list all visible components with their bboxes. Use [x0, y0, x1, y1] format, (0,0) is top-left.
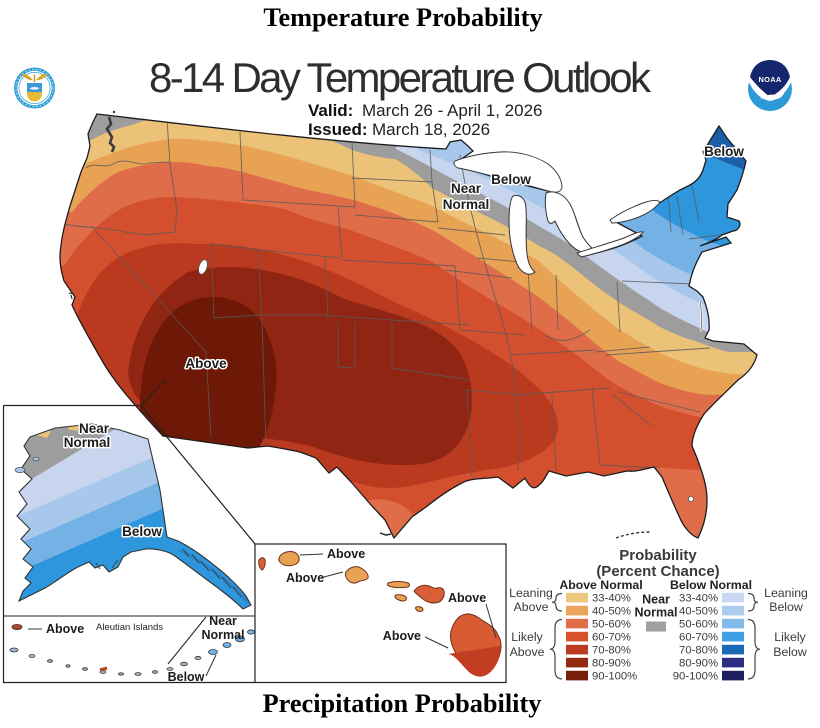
svg-text:Near: Near [209, 614, 237, 628]
svg-text:80-90%: 80-90% [679, 658, 718, 670]
svg-text:70-80%: 70-80% [592, 645, 631, 657]
svg-text:Valid:: Valid: [308, 101, 353, 120]
svg-text:Above: Above [327, 547, 365, 561]
svg-text:Precipitation Probability: Precipitation Probability [263, 689, 542, 718]
svg-text:Leaning: Leaning [509, 586, 553, 600]
svg-text:Below: Below [704, 144, 744, 159]
svg-text:Below: Below [769, 600, 803, 614]
svg-text:33-40%: 33-40% [679, 593, 718, 605]
svg-text:Above: Above [448, 591, 486, 605]
svg-text:Below: Below [122, 524, 162, 539]
svg-text:33-40%: 33-40% [592, 593, 631, 605]
svg-text:Above: Above [185, 356, 227, 371]
svg-text:Above: Above [510, 645, 545, 659]
svg-text:Near: Near [642, 593, 670, 607]
svg-text:Normal: Normal [443, 197, 490, 212]
svg-text:Temperature Probability: Temperature Probability [263, 3, 542, 32]
svg-text:Normal: Normal [634, 606, 677, 620]
svg-text:90-100%: 90-100% [673, 671, 718, 683]
svg-text:Below Normal: Below Normal [670, 578, 752, 592]
svg-text:March 26 - April 1, 2026: March 26 - April 1, 2026 [362, 101, 542, 120]
svg-text:Likely: Likely [774, 630, 806, 644]
svg-text:(Percent Chance): (Percent Chance) [596, 563, 719, 580]
svg-text:Aleutian Islands: Aleutian Islands [96, 622, 163, 633]
svg-text:40-50%: 40-50% [679, 606, 718, 618]
svg-text:50-60%: 50-60% [679, 619, 718, 631]
svg-text:60-70%: 60-70% [592, 632, 631, 644]
svg-text:Above: Above [383, 629, 421, 643]
svg-text:90-100%: 90-100% [592, 671, 637, 683]
svg-text:50-60%: 50-60% [592, 619, 631, 631]
svg-text:Issued:: Issued: [308, 120, 368, 139]
svg-text:March 18, 2026: March 18, 2026 [372, 120, 490, 139]
svg-text:40-50%: 40-50% [592, 606, 631, 618]
svg-text:80-90%: 80-90% [592, 658, 631, 670]
svg-text:Above: Above [286, 571, 324, 585]
svg-text:Probability: Probability [619, 547, 697, 564]
svg-text:Leaning: Leaning [764, 586, 808, 600]
svg-text:Above: Above [46, 622, 84, 636]
svg-text:Above Normal: Above Normal [559, 578, 642, 592]
svg-text:Below: Below [491, 172, 531, 187]
svg-text:60-70%: 60-70% [679, 632, 718, 644]
svg-text:Normal: Normal [201, 628, 244, 642]
svg-text:Likely: Likely [511, 630, 543, 644]
svg-text:Normal: Normal [64, 435, 111, 450]
svg-text:Near: Near [451, 181, 482, 196]
svg-text:70-80%: 70-80% [679, 645, 718, 657]
svg-text:8-14 Day Temperature Outlook: 8-14 Day Temperature Outlook [149, 54, 652, 101]
svg-text:Below: Below [773, 645, 807, 659]
svg-text:Near: Near [79, 421, 110, 436]
svg-text:NOAA: NOAA [759, 75, 782, 84]
svg-text:Above: Above [514, 600, 549, 614]
svg-text:Below: Below [168, 670, 205, 684]
